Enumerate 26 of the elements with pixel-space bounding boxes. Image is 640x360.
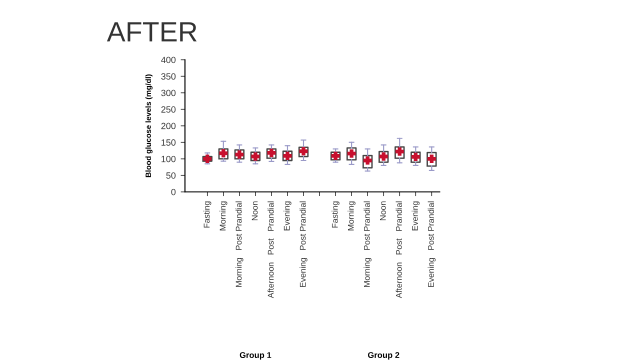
y-tick-label: 100 <box>162 156 176 162</box>
y-tick-label: 350 <box>161 73 176 80</box>
x-tick-label: Evening Post Prandial <box>300 201 308 287</box>
x-tick-label: Morning Post Prandial <box>364 201 372 287</box>
x-tick-label: Afternoon Post Prandial <box>268 201 274 298</box>
y-tick-label: 150 <box>162 139 176 146</box>
y-tick-label: 300 <box>161 90 176 96</box>
x-tick-label: Morning <box>348 201 356 230</box>
chart-title: AFTER <box>106 22 197 42</box>
x-tick-label: Fasting <box>332 201 340 228</box>
x-tick-label: Evening Post Prandial <box>428 201 436 287</box>
y-tick-label: 0 <box>171 188 176 196</box>
x-tick-label: Fasting <box>204 201 212 228</box>
x-tick-label: Noon <box>252 201 258 220</box>
text: Group 1 <box>240 352 272 360</box>
y-tick-label: 250 <box>161 106 176 113</box>
y-tick-label: 50 <box>166 172 176 179</box>
x-tick-label: Morning Post Prandial <box>236 201 244 287</box>
x-tick-label: Evening <box>412 201 420 230</box>
x-tick-label: Afternoon Post Prandial <box>396 201 402 298</box>
x-tick-label: Noon <box>380 201 386 220</box>
y-tick-label: 200 <box>161 122 176 130</box>
y-tick-label: 400 <box>161 56 176 64</box>
x-tick-label: Evening <box>284 201 292 230</box>
text: Group 2 <box>368 352 400 360</box>
x-tick-label: Morning <box>220 201 228 230</box>
